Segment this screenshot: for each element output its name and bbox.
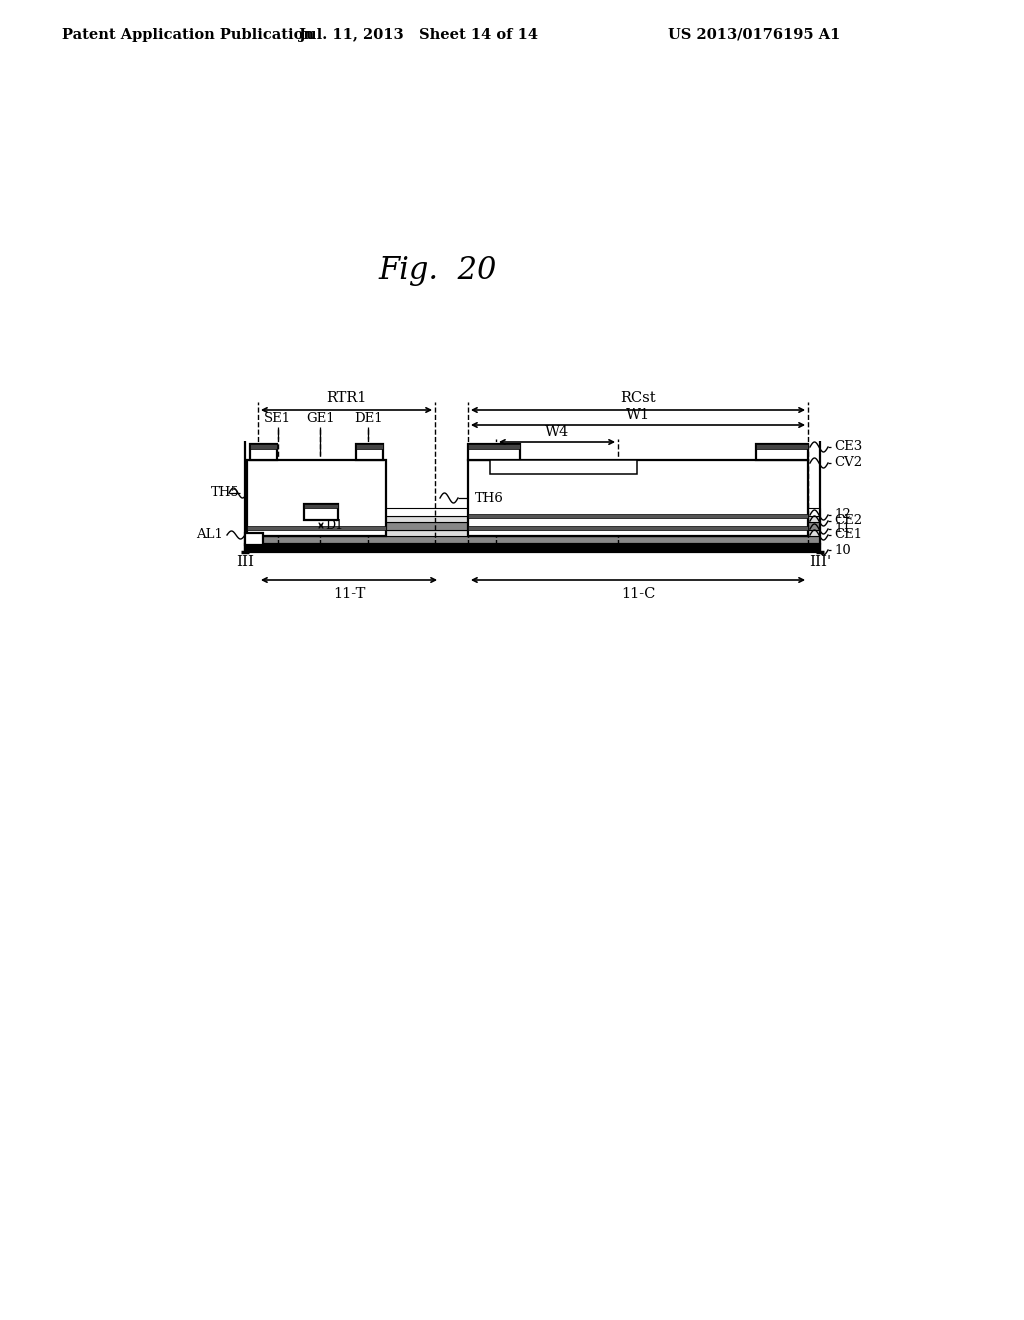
Text: SE1: SE1 <box>263 412 291 425</box>
Text: TH6: TH6 <box>475 491 504 504</box>
Bar <box>247 459 386 536</box>
Bar <box>468 444 520 459</box>
Text: DE1: DE1 <box>354 412 383 425</box>
Bar <box>468 513 808 517</box>
Text: 11-C: 11-C <box>621 587 655 601</box>
Bar <box>245 531 820 536</box>
Text: D1: D1 <box>325 519 343 532</box>
Text: 10: 10 <box>834 544 851 557</box>
Text: CV2: CV2 <box>834 457 862 470</box>
Bar <box>250 444 278 459</box>
Text: CE3: CE3 <box>834 441 862 454</box>
Text: W4: W4 <box>545 425 569 440</box>
Text: 11-T: 11-T <box>333 587 366 601</box>
Text: Jul. 11, 2013   Sheet 14 of 14: Jul. 11, 2013 Sheet 14 of 14 <box>299 28 538 42</box>
Bar <box>468 444 520 449</box>
Bar <box>304 504 338 508</box>
Text: III: III <box>236 554 254 569</box>
Text: Patent Application Publication: Patent Application Publication <box>62 28 314 42</box>
Bar <box>468 525 808 531</box>
Text: W1: W1 <box>626 408 650 422</box>
Text: Fig.  20: Fig. 20 <box>379 255 498 285</box>
Text: 12: 12 <box>834 508 851 521</box>
Bar <box>468 459 808 536</box>
Text: US 2013/0176195 A1: US 2013/0176195 A1 <box>668 28 841 42</box>
Text: RCst: RCst <box>621 391 655 405</box>
Text: 11: 11 <box>834 523 851 536</box>
Bar <box>356 444 383 449</box>
Text: III': III' <box>809 554 831 569</box>
Bar <box>304 504 338 520</box>
Text: CE1: CE1 <box>834 528 862 541</box>
Bar <box>356 444 383 459</box>
Bar <box>245 516 820 521</box>
Text: RTR1: RTR1 <box>327 391 367 405</box>
Bar <box>245 533 263 545</box>
Bar <box>245 508 820 516</box>
Text: TH5: TH5 <box>211 487 240 499</box>
Bar <box>245 521 820 531</box>
Bar <box>756 444 808 449</box>
Bar <box>756 444 808 459</box>
Bar <box>245 536 820 544</box>
Bar <box>250 444 278 449</box>
Text: AL1: AL1 <box>197 528 223 541</box>
Bar <box>247 525 386 531</box>
Bar <box>245 544 820 552</box>
Text: CE2: CE2 <box>834 515 862 528</box>
Bar <box>490 459 637 474</box>
Text: GE1: GE1 <box>306 412 335 425</box>
